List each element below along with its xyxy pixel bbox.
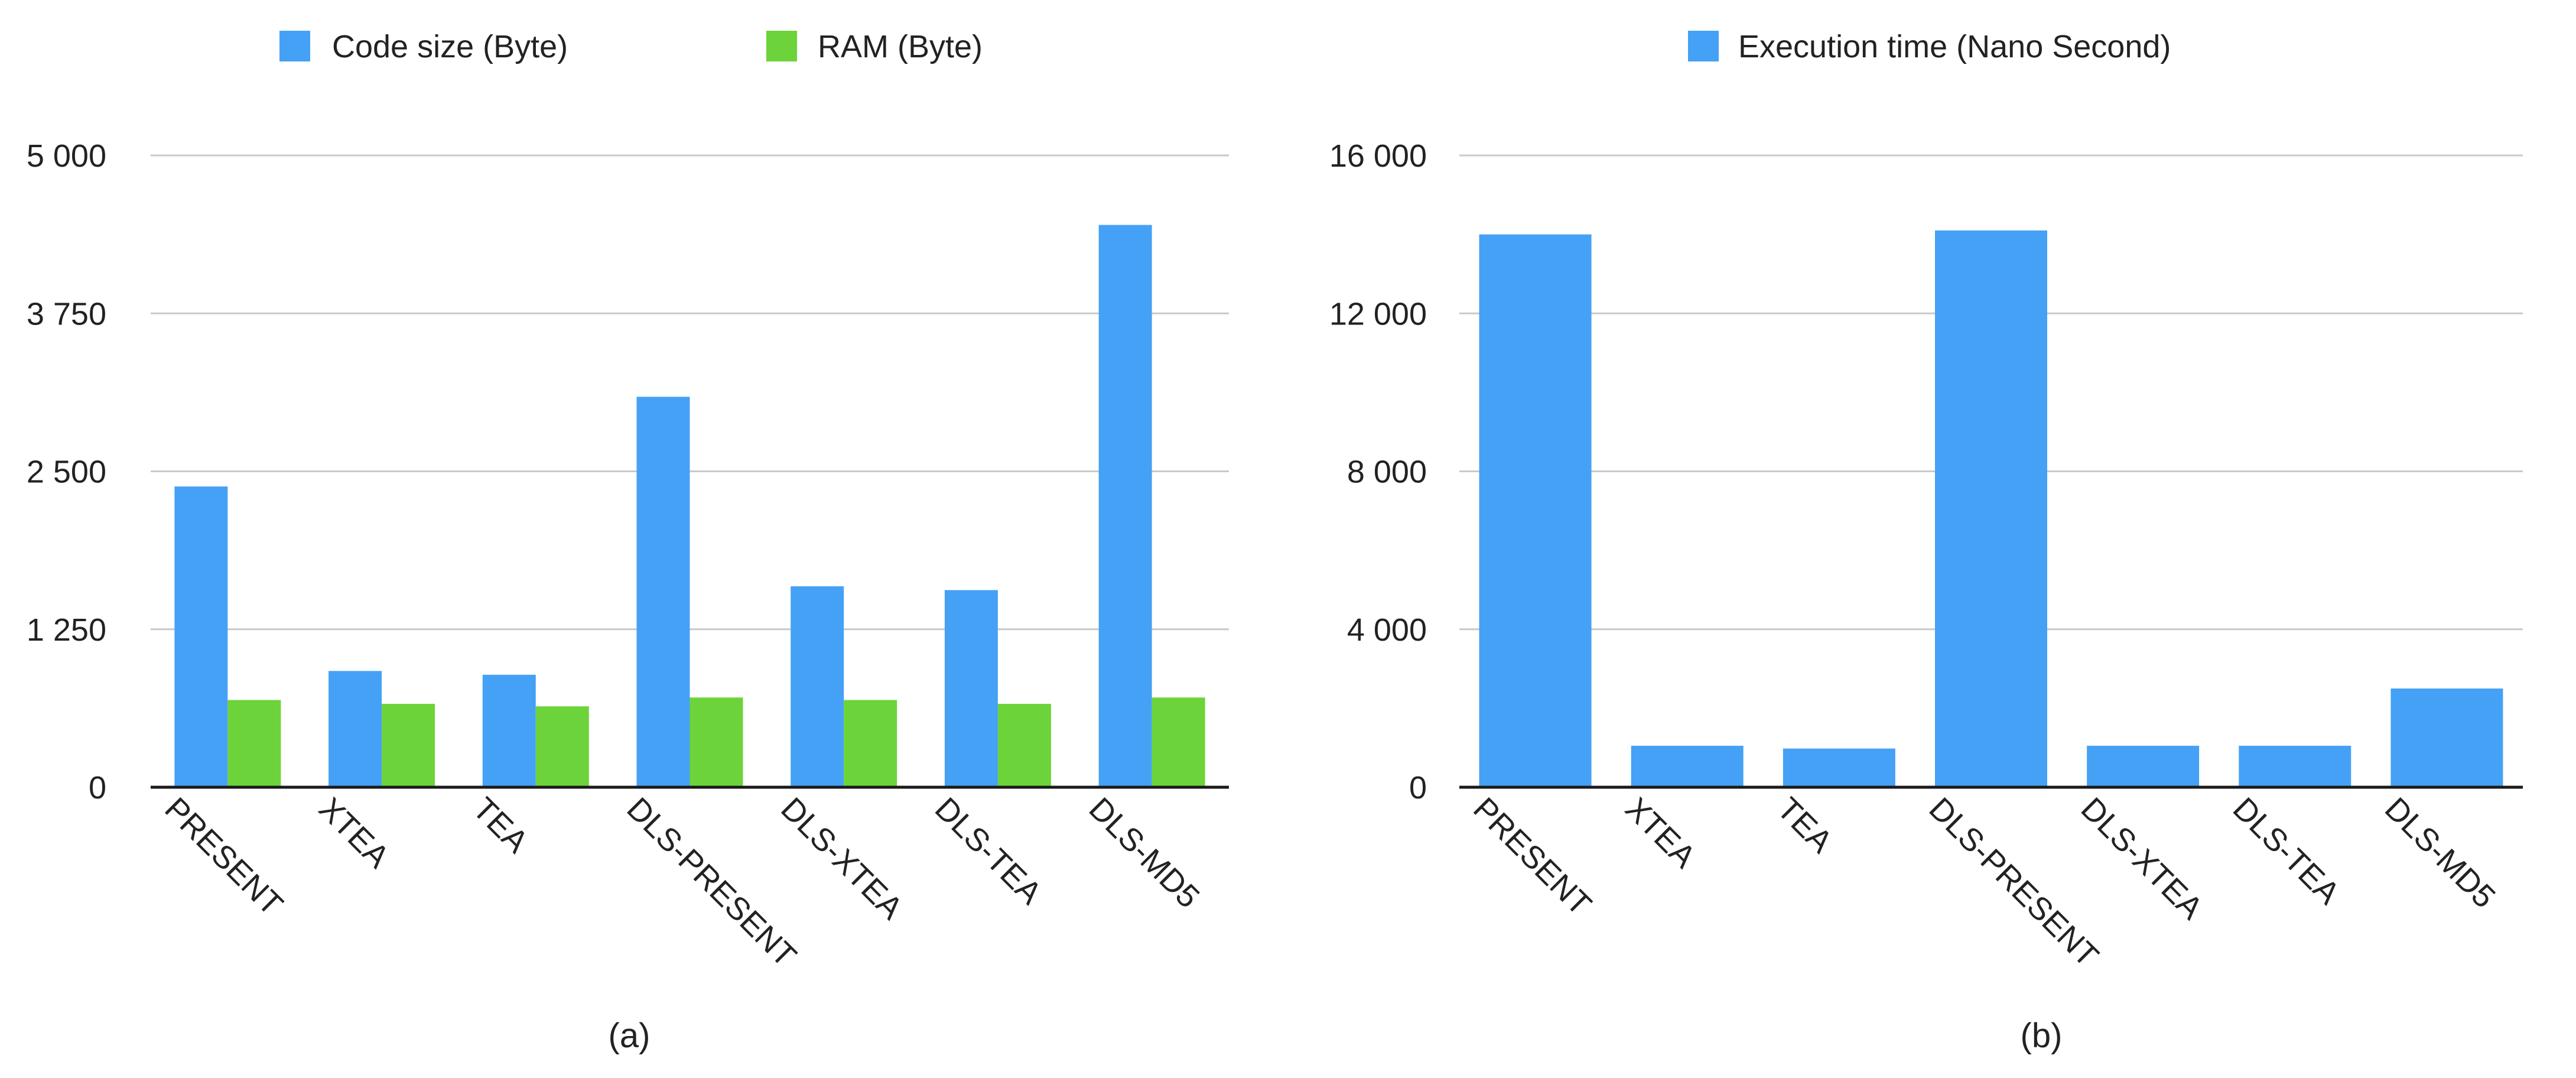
chart-b-caption: (b) (2021, 1017, 2063, 1055)
bar-execution-time-nano-second-dls-present (1935, 230, 2047, 788)
bar-ram-byte-dls-xtea (844, 700, 897, 787)
legend-swatch-code-size (279, 31, 310, 61)
y-tick-label: 4 000 (1347, 612, 1427, 648)
x-tick-label-xtea: XTEA (312, 791, 396, 875)
bar-code-size-byte-dls-present (636, 397, 690, 787)
y-tick-label: 5 000 (27, 138, 106, 174)
y-axis-ticks: 0 4 000 8 000 12 000 16 000 (1329, 138, 1427, 806)
legend-swatch-ram (766, 31, 797, 61)
bar-code-size-byte-dls-tea (944, 590, 998, 787)
bar-code-size-byte-dls-md5 (1098, 225, 1152, 788)
y-tick-label: 3 750 (27, 296, 106, 332)
bar-execution-time-nano-second-dls-tea (2239, 745, 2351, 787)
y-tick-label: 1 250 (27, 612, 106, 648)
bar-ram-byte-present (227, 700, 281, 787)
y-tick-label: 0 (1409, 770, 1427, 806)
y-tick-label: 16 000 (1329, 138, 1427, 174)
x-tick-label-present: PRESENT (1466, 791, 1598, 923)
y-tick-label: 8 000 (1347, 454, 1427, 490)
bar-ram-byte-tea (535, 706, 589, 787)
legend-swatch-execution-time (1688, 31, 1719, 61)
x-tick-label-dls-tea: DLS-TEA (928, 791, 1049, 911)
bar-code-size-byte-xtea (328, 671, 382, 787)
bar-code-size-byte-dls-xtea (791, 586, 844, 787)
bar-code-size-byte-tea (482, 674, 536, 787)
legend-label-ram: RAM (Byte) (818, 29, 983, 64)
x-tick-label-tea: TEA (1770, 791, 1839, 860)
bars (1479, 230, 2503, 788)
x-tick-label-dls-xtea: DLS-XTEA (2074, 791, 2210, 926)
legend-label-execution-time: Execution time (Nano Second) (1738, 29, 2171, 64)
chart-a: Code size (Byte) RAM (Byte) 0 1 250 2 500 3… (27, 29, 1229, 1055)
x-tick-label-dls-md5: DLS-MD5 (2378, 791, 2502, 915)
bar-execution-time-nano-second-dls-md5 (2390, 688, 2503, 787)
bars (174, 225, 1205, 788)
x-tick-label-dls-xtea: DLS-XTEA (774, 791, 909, 926)
bar-ram-byte-dls-present (689, 697, 743, 787)
y-tick-label: 2 500 (27, 454, 106, 490)
bar-execution-time-nano-second-xtea (1631, 745, 1744, 787)
chart-b: Execution time (Nano Second) 0 4 000 8 000… (1329, 29, 2523, 1055)
chart-a-caption: (a) (609, 1017, 650, 1055)
legend: Code size (Byte) RAM (Byte) (279, 29, 983, 64)
bar-ram-byte-xtea (382, 703, 435, 787)
bar-code-size-byte-present (174, 486, 228, 787)
x-tick-label-tea: TEA (466, 791, 535, 860)
legend: Execution time (Nano Second) (1688, 29, 2171, 64)
bar-execution-time-nano-second-tea (1783, 748, 1895, 787)
legend-label-code-size: Code size (Byte) (332, 29, 568, 64)
x-tick-label-dls-md5: DLS-MD5 (1082, 791, 1206, 915)
x-tick-label-xtea: XTEA (1618, 791, 1702, 875)
bar-ram-byte-dls-md5 (1152, 697, 1205, 787)
y-tick-label: 12 000 (1329, 296, 1427, 332)
bar-execution-time-nano-second-present (1479, 234, 1592, 787)
y-tick-label: 0 (89, 770, 106, 806)
bar-ram-byte-dls-tea (997, 703, 1051, 787)
y-axis-ticks: 0 1 250 2 500 3 750 5 000 (27, 138, 106, 806)
x-tick-label-dls-present: DLS-PRESENT (620, 791, 804, 974)
x-tick-label-present: PRESENT (158, 791, 290, 923)
x-tick-label-dls-tea: DLS-TEA (2226, 791, 2347, 911)
bar-execution-time-nano-second-dls-xtea (2087, 745, 2200, 787)
